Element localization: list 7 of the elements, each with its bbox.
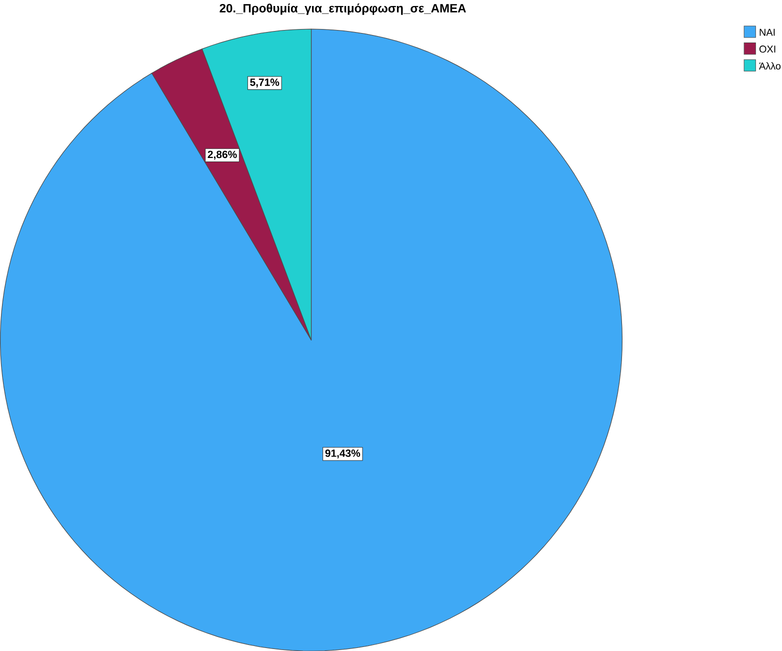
slice-label: NAI <box>760 28 775 36</box>
data-label: 2,86% <box>208 150 237 160</box>
legend-label: OXI <box>759 45 776 52</box>
chart-title: 20._Προθυμία_για_επιμόρφωση_σε_ΑΜΕΑ <box>220 3 466 15</box>
legend-label: Άλλο <box>759 62 781 70</box>
data-label: 91,43% <box>325 449 360 458</box>
data-label: 5,71% <box>250 78 280 88</box>
